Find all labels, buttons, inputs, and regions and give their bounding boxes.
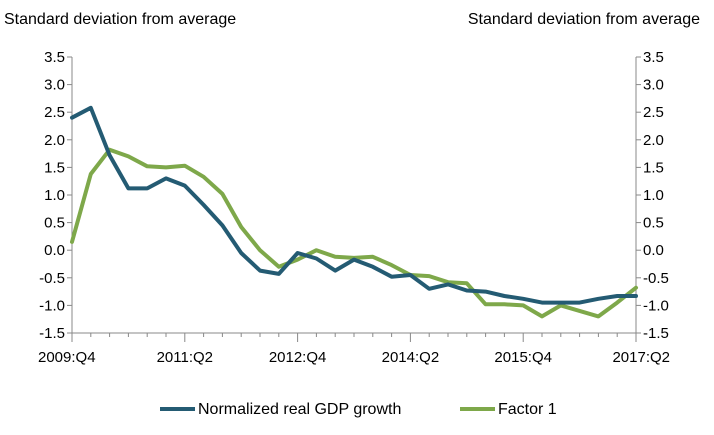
right-y-tick-label: 0.5	[643, 215, 664, 232]
x-tick-label: 2011:Q2	[157, 349, 213, 366]
series-lines	[70, 105, 638, 319]
x-tick-label: 2017:Q2	[612, 349, 670, 366]
right-y-tick-label: 3.0	[643, 77, 664, 94]
left-y-tick-label: 2.5	[44, 104, 65, 121]
right-y-tick-label: 2.5	[643, 104, 664, 121]
right-y-tick-label: -0.5	[643, 270, 669, 287]
left-axis-unit-label: Standard deviation from average	[4, 11, 236, 28]
right-y-tick-label: -1.5	[643, 325, 669, 342]
series-line-gdp	[70, 105, 638, 305]
x-tick-label: 2014:Q2	[382, 349, 440, 366]
legend: Normalized real GDP growth Factor 1	[160, 401, 557, 418]
x-tick-label: 2012:Q4	[269, 349, 327, 366]
left-y-tick-labels: 3.5 3.0 2.5 2.0 1.5 1.0 0.5 0.0 -0.5 -1.0 -1.5	[39, 49, 65, 342]
right-y-tick-labels: 3.5 3.0 2.5 2.0 1.5 1.0 0.5 0.0 -0.5 -1.0 -1.5	[643, 49, 669, 342]
right-y-tick-label: -1.0	[643, 297, 669, 314]
left-y-tick-label: 0.5	[44, 215, 65, 232]
right-y-tick-label: 3.5	[643, 49, 664, 66]
right-y-tick-label: 1.0	[643, 187, 664, 204]
series-line-factor1	[70, 147, 638, 319]
left-y-tick-label: 2.0	[44, 132, 65, 149]
x-tick-labels: 2009:Q4 2011:Q2 2012:Q4 2014:Q2 2015:Q4 2017:…	[38, 349, 670, 366]
left-y-tick-label: 3.5	[44, 49, 65, 66]
left-y-tick-label: 1.5	[44, 159, 65, 176]
right-y-tick-label: 0.0	[643, 242, 664, 259]
left-y-tick-label: 0.0	[44, 242, 65, 259]
legend-label-gdp: Normalized real GDP growth	[198, 401, 401, 418]
right-y-tick-label: 2.0	[643, 132, 664, 149]
left-y-tick-label: 1.0	[44, 187, 65, 204]
left-y-tick-label: -1.5	[39, 325, 65, 342]
left-y-tick-label: -0.5	[39, 270, 65, 287]
left-y-tick-label: 3.0	[44, 77, 65, 94]
x-tick-label: 2015:Q4	[494, 349, 552, 366]
left-y-tick-label: -1.0	[39, 297, 65, 314]
right-axis-unit-label: Standard deviation from average	[468, 11, 700, 28]
legend-label-factor1: Factor 1	[498, 401, 557, 418]
x-tick-label: 2009:Q4	[38, 349, 96, 366]
axes	[67, 56, 641, 342]
right-y-tick-label: 1.5	[643, 159, 664, 176]
